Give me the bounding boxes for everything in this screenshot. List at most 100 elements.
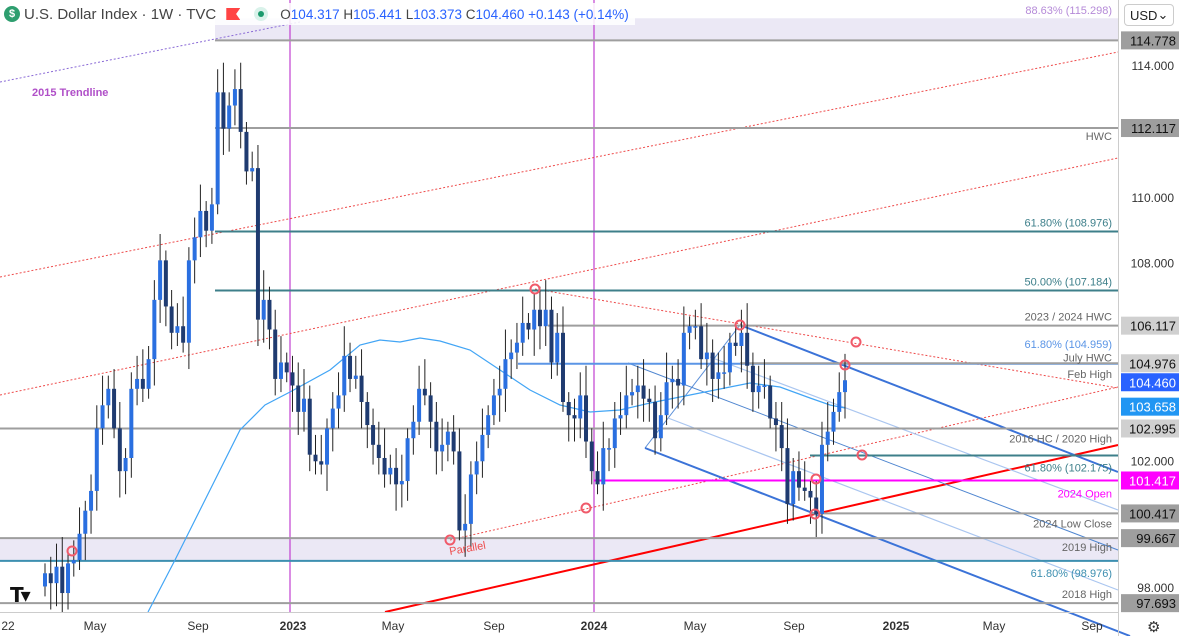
candle bbox=[503, 329, 508, 412]
candle bbox=[457, 428, 462, 541]
candle bbox=[670, 365, 675, 409]
level-label: July HWC bbox=[1063, 352, 1112, 364]
price-badge-text: 104.976 bbox=[1129, 356, 1176, 371]
candle bbox=[635, 365, 640, 419]
chevron-down-icon: ⌄ bbox=[1157, 7, 1169, 22]
time-tick: Sep bbox=[1081, 619, 1103, 633]
candle bbox=[468, 461, 473, 547]
symbol-title[interactable]: U.S. Dollar Index · 1W · TVC bbox=[24, 5, 217, 23]
candle-body bbox=[325, 428, 330, 465]
candle-body bbox=[607, 448, 612, 450]
candle bbox=[112, 369, 117, 439]
candle bbox=[601, 421, 606, 511]
candle bbox=[60, 537, 65, 613]
candle bbox=[434, 401, 439, 475]
candle bbox=[123, 448, 128, 495]
level-label: 61.80% (102.175) bbox=[1025, 463, 1112, 475]
candle bbox=[417, 365, 422, 435]
candle bbox=[348, 342, 353, 393]
candle bbox=[94, 405, 99, 511]
candle-body bbox=[60, 566, 65, 594]
candle bbox=[704, 322, 709, 386]
candle bbox=[497, 365, 502, 422]
candle bbox=[566, 392, 571, 442]
candle bbox=[399, 454, 404, 508]
candle-body bbox=[843, 380, 847, 393]
candle bbox=[612, 401, 617, 468]
candle-body bbox=[722, 372, 727, 374]
candle-body bbox=[641, 385, 646, 399]
time-tick: 2024 bbox=[581, 619, 608, 633]
pivot-marker bbox=[529, 283, 541, 295]
candle bbox=[238, 62, 243, 149]
currency-dropdown[interactable]: USD ⌄ bbox=[1124, 4, 1174, 26]
price-badge-text: 106.117 bbox=[1130, 319, 1176, 334]
parallel-line bbox=[449, 386, 1119, 541]
price-badge-text: 100.417 bbox=[1129, 506, 1176, 521]
candle-body bbox=[140, 378, 145, 389]
channel-line-upper bbox=[0, 51, 1119, 278]
candle-body bbox=[330, 408, 335, 429]
price-badge bbox=[1121, 119, 1179, 138]
candle bbox=[296, 362, 301, 435]
candle bbox=[756, 365, 761, 409]
candle-body bbox=[181, 326, 186, 343]
candle bbox=[204, 201, 209, 248]
candle-body bbox=[457, 451, 462, 531]
tradingview-logo-icon[interactable]: T▾ bbox=[10, 583, 31, 607]
candle-body bbox=[382, 457, 387, 475]
candle bbox=[843, 353, 847, 419]
candle bbox=[463, 494, 468, 557]
candle bbox=[411, 405, 416, 455]
open-value: 104.317 bbox=[290, 6, 340, 22]
candle-body bbox=[543, 309, 548, 327]
candle-body bbox=[215, 92, 220, 205]
candle bbox=[54, 543, 59, 607]
candle bbox=[382, 428, 387, 488]
candle-body bbox=[227, 105, 232, 129]
candle-body bbox=[670, 378, 675, 383]
candle-body bbox=[221, 92, 226, 129]
candle bbox=[146, 345, 151, 399]
candle bbox=[440, 418, 445, 472]
time-tick: Sep bbox=[187, 619, 209, 633]
settings-gear-icon[interactable]: ⚙ bbox=[1147, 619, 1161, 636]
candle-body bbox=[825, 431, 830, 445]
symbol-header[interactable]: $ U.S. Dollar Index · 1W · TVC O104.317 … bbox=[4, 3, 635, 25]
currency-label: USD bbox=[1130, 7, 1158, 23]
candle-body bbox=[733, 342, 738, 346]
candle bbox=[486, 405, 491, 449]
candle bbox=[647, 388, 652, 422]
candle-body bbox=[417, 388, 422, 422]
support-zone bbox=[0, 538, 1118, 561]
level-label: 2024 Low Close bbox=[1033, 518, 1112, 530]
level-label: 61.80% (98.976) bbox=[1031, 568, 1112, 580]
channel-line-mid bbox=[0, 157, 1119, 396]
candle-body bbox=[278, 362, 283, 379]
candle-body bbox=[290, 372, 295, 386]
candle-body bbox=[814, 497, 819, 514]
candle bbox=[796, 451, 801, 501]
candle bbox=[831, 398, 836, 445]
descending-trendline bbox=[534, 288, 1119, 389]
flag-icon[interactable] bbox=[226, 8, 241, 20]
candle-body bbox=[601, 448, 606, 485]
candle bbox=[819, 421, 824, 534]
candle bbox=[520, 296, 525, 356]
candle bbox=[687, 316, 692, 350]
time-tick: May bbox=[84, 619, 107, 633]
candle-body bbox=[353, 375, 358, 379]
candle bbox=[618, 392, 623, 435]
candle-body bbox=[566, 401, 571, 416]
candle bbox=[532, 293, 537, 356]
candle-body bbox=[428, 395, 433, 422]
candle bbox=[388, 454, 393, 485]
candle bbox=[290, 355, 295, 412]
candle bbox=[209, 187, 214, 244]
candle-body bbox=[578, 395, 583, 419]
candle-body bbox=[480, 434, 485, 462]
price-badge-text: 112.117 bbox=[1131, 121, 1176, 136]
candle bbox=[284, 352, 289, 383]
candle-body bbox=[296, 385, 301, 412]
